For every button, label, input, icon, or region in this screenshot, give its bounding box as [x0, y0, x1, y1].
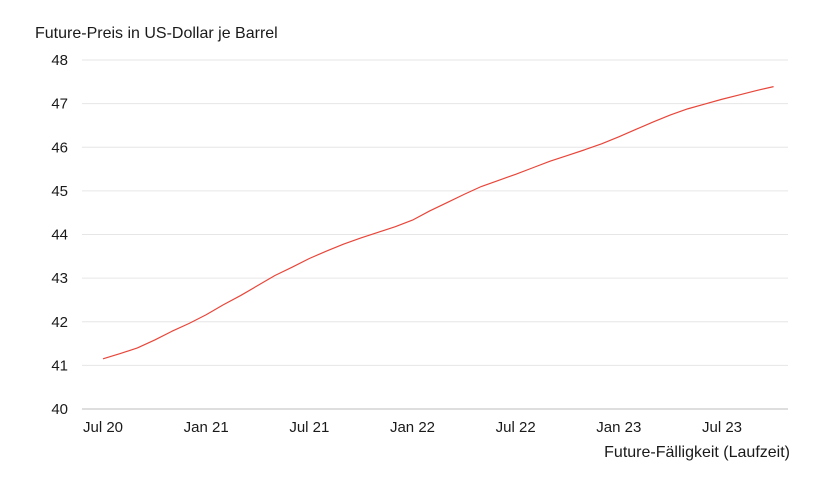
- y-tick-label: 43: [51, 270, 68, 287]
- series-layer: [102, 86, 774, 360]
- y-tick-label: 45: [51, 183, 68, 200]
- x-tick-label: Jul 23: [702, 419, 742, 436]
- y-tick-label: 42: [51, 314, 68, 331]
- y-tick-label: 40: [51, 401, 68, 418]
- x-tick-label: Jan 21: [184, 419, 229, 436]
- y-tick-label: 41: [51, 357, 68, 374]
- x-tick-label: Jul 20: [83, 419, 123, 436]
- gridlines: [82, 59, 788, 410]
- y-tick-label: 44: [51, 227, 68, 244]
- series-line: [102, 86, 774, 360]
- y-tick-label: 48: [51, 52, 68, 69]
- y-tick-label: 46: [51, 139, 68, 156]
- x-axis-ticks: Jul 20 Jan 21 Jul 21 Jan 22 Jul 22 Jan 23 Jul …: [83, 419, 742, 436]
- x-tick-label: Jul 21: [289, 419, 329, 436]
- y-axis-title: Future-Preis in US-Dollar je Barrel: [35, 25, 278, 42]
- x-tick-label: Jan 23: [596, 419, 641, 436]
- y-tick-label: 47: [51, 96, 68, 113]
- x-axis-title: Future-Fälligkeit (Laufzeit): [604, 444, 790, 461]
- x-tick-label: Jan 22: [390, 419, 435, 436]
- y-axis-ticks: 40 41 42 43 44 45 46 47 48: [51, 52, 68, 418]
- x-tick-label: Jul 22: [496, 419, 536, 436]
